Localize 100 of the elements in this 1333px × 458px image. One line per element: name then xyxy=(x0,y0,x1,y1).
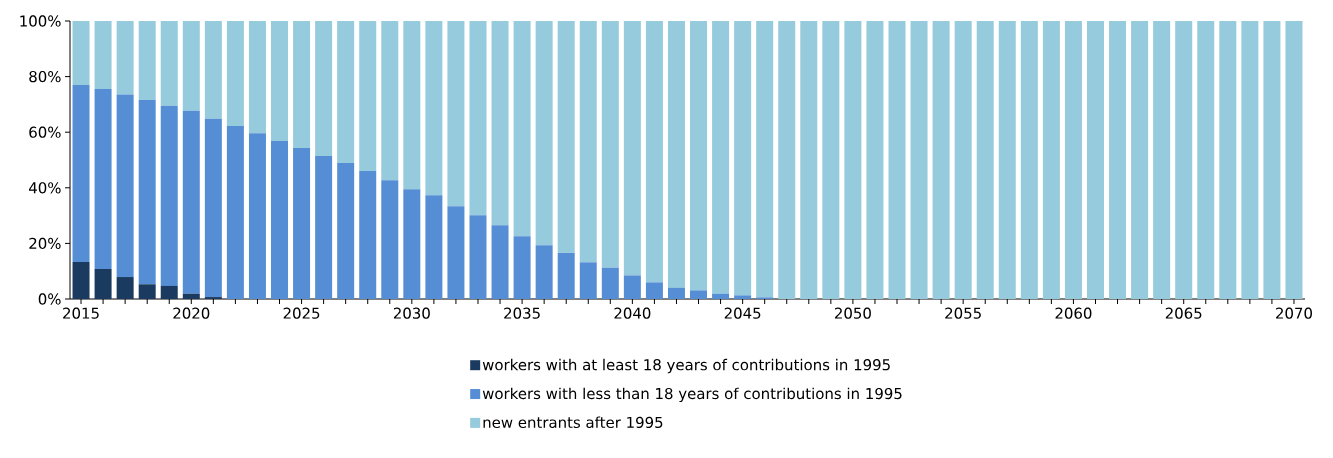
bar xyxy=(447,21,465,207)
bar xyxy=(138,99,156,285)
bar xyxy=(1109,21,1127,299)
bar xyxy=(623,275,641,299)
bar xyxy=(72,262,90,299)
bar xyxy=(116,277,134,299)
bar xyxy=(623,21,641,276)
bar xyxy=(248,133,266,299)
bar xyxy=(293,148,311,299)
bar xyxy=(337,163,355,299)
bar xyxy=(513,236,531,299)
y-tick-label: 80% xyxy=(29,70,61,83)
bar xyxy=(1020,21,1038,299)
bar xyxy=(94,21,112,90)
bar xyxy=(469,21,487,216)
bar xyxy=(469,215,487,299)
y-tick-label: 100% xyxy=(20,15,61,27)
bar xyxy=(888,21,906,299)
bar xyxy=(381,21,399,181)
bar xyxy=(712,293,730,299)
bar xyxy=(535,21,553,246)
bar xyxy=(1153,21,1171,299)
bar xyxy=(315,21,333,157)
bar xyxy=(204,21,222,119)
bar xyxy=(778,21,796,299)
x-tick-label: 2050 xyxy=(834,307,871,319)
y-tick-label: 0% xyxy=(38,293,61,305)
bar xyxy=(822,21,840,299)
x-tick-label: 2040 xyxy=(614,307,651,319)
bar xyxy=(72,84,90,263)
bar xyxy=(271,141,289,299)
bar xyxy=(645,21,663,283)
x-tick-label: 2015 xyxy=(63,307,99,319)
bar xyxy=(182,21,200,111)
x-tick-label: 2020 xyxy=(173,307,210,319)
bar xyxy=(1131,21,1149,299)
legend-label: workers with less than 18 years of contributions in 1995 xyxy=(482,387,902,403)
bar xyxy=(1241,21,1259,299)
bar xyxy=(204,118,222,298)
bar xyxy=(954,21,972,299)
bar xyxy=(1197,21,1215,299)
bar xyxy=(690,21,708,291)
bar xyxy=(116,21,134,95)
bar xyxy=(1175,21,1193,299)
y-tick-label: 20% xyxy=(29,237,61,250)
bar xyxy=(1086,21,1104,299)
bar xyxy=(138,21,156,100)
bar xyxy=(932,21,950,299)
bar xyxy=(734,295,752,299)
legend-label: workers with at least 18 years of contributions in 1995 xyxy=(482,358,890,374)
x-tick-label: 2030 xyxy=(393,307,430,319)
legend-label: new entrants after 1995 xyxy=(483,416,663,429)
bar xyxy=(601,267,619,299)
bar xyxy=(160,285,178,299)
bar xyxy=(557,252,575,299)
bar xyxy=(557,21,575,253)
x-tick-label: 2065 xyxy=(1165,307,1202,319)
bar xyxy=(271,21,289,142)
bar xyxy=(226,21,244,127)
bar xyxy=(1263,21,1281,299)
bar xyxy=(447,206,465,299)
bar xyxy=(425,21,443,196)
bar xyxy=(425,195,443,299)
bar xyxy=(667,287,685,299)
x-tick-label: 2055 xyxy=(945,307,981,319)
bar xyxy=(182,293,200,299)
bar xyxy=(712,21,730,294)
bar xyxy=(359,21,377,172)
x-tick-label: 2070 xyxy=(1276,307,1312,319)
bar xyxy=(160,105,178,286)
bar xyxy=(337,21,355,164)
bar xyxy=(226,126,244,299)
bar xyxy=(866,21,884,299)
bar xyxy=(513,21,531,237)
bar xyxy=(667,21,685,288)
bar xyxy=(1219,21,1237,299)
bar xyxy=(94,89,112,269)
bar xyxy=(491,21,509,226)
bar xyxy=(535,245,553,299)
bar xyxy=(1064,21,1082,299)
bar xyxy=(1285,21,1303,299)
y-tick-label: 60% xyxy=(29,126,61,138)
bar xyxy=(910,21,928,299)
bar xyxy=(116,94,134,278)
bar xyxy=(293,21,311,149)
bar xyxy=(491,225,509,299)
bar xyxy=(579,262,597,299)
bar xyxy=(72,21,90,85)
bar xyxy=(645,282,663,299)
bar xyxy=(601,21,619,268)
y-tick-label: 40% xyxy=(29,182,61,194)
x-tick-label: 2025 xyxy=(283,307,320,319)
bar xyxy=(315,156,333,299)
bar xyxy=(756,21,774,298)
bar xyxy=(248,21,266,134)
bar xyxy=(1042,21,1060,299)
bar xyxy=(403,21,421,190)
bar xyxy=(579,21,597,263)
bar xyxy=(976,21,994,299)
bar xyxy=(160,21,178,106)
